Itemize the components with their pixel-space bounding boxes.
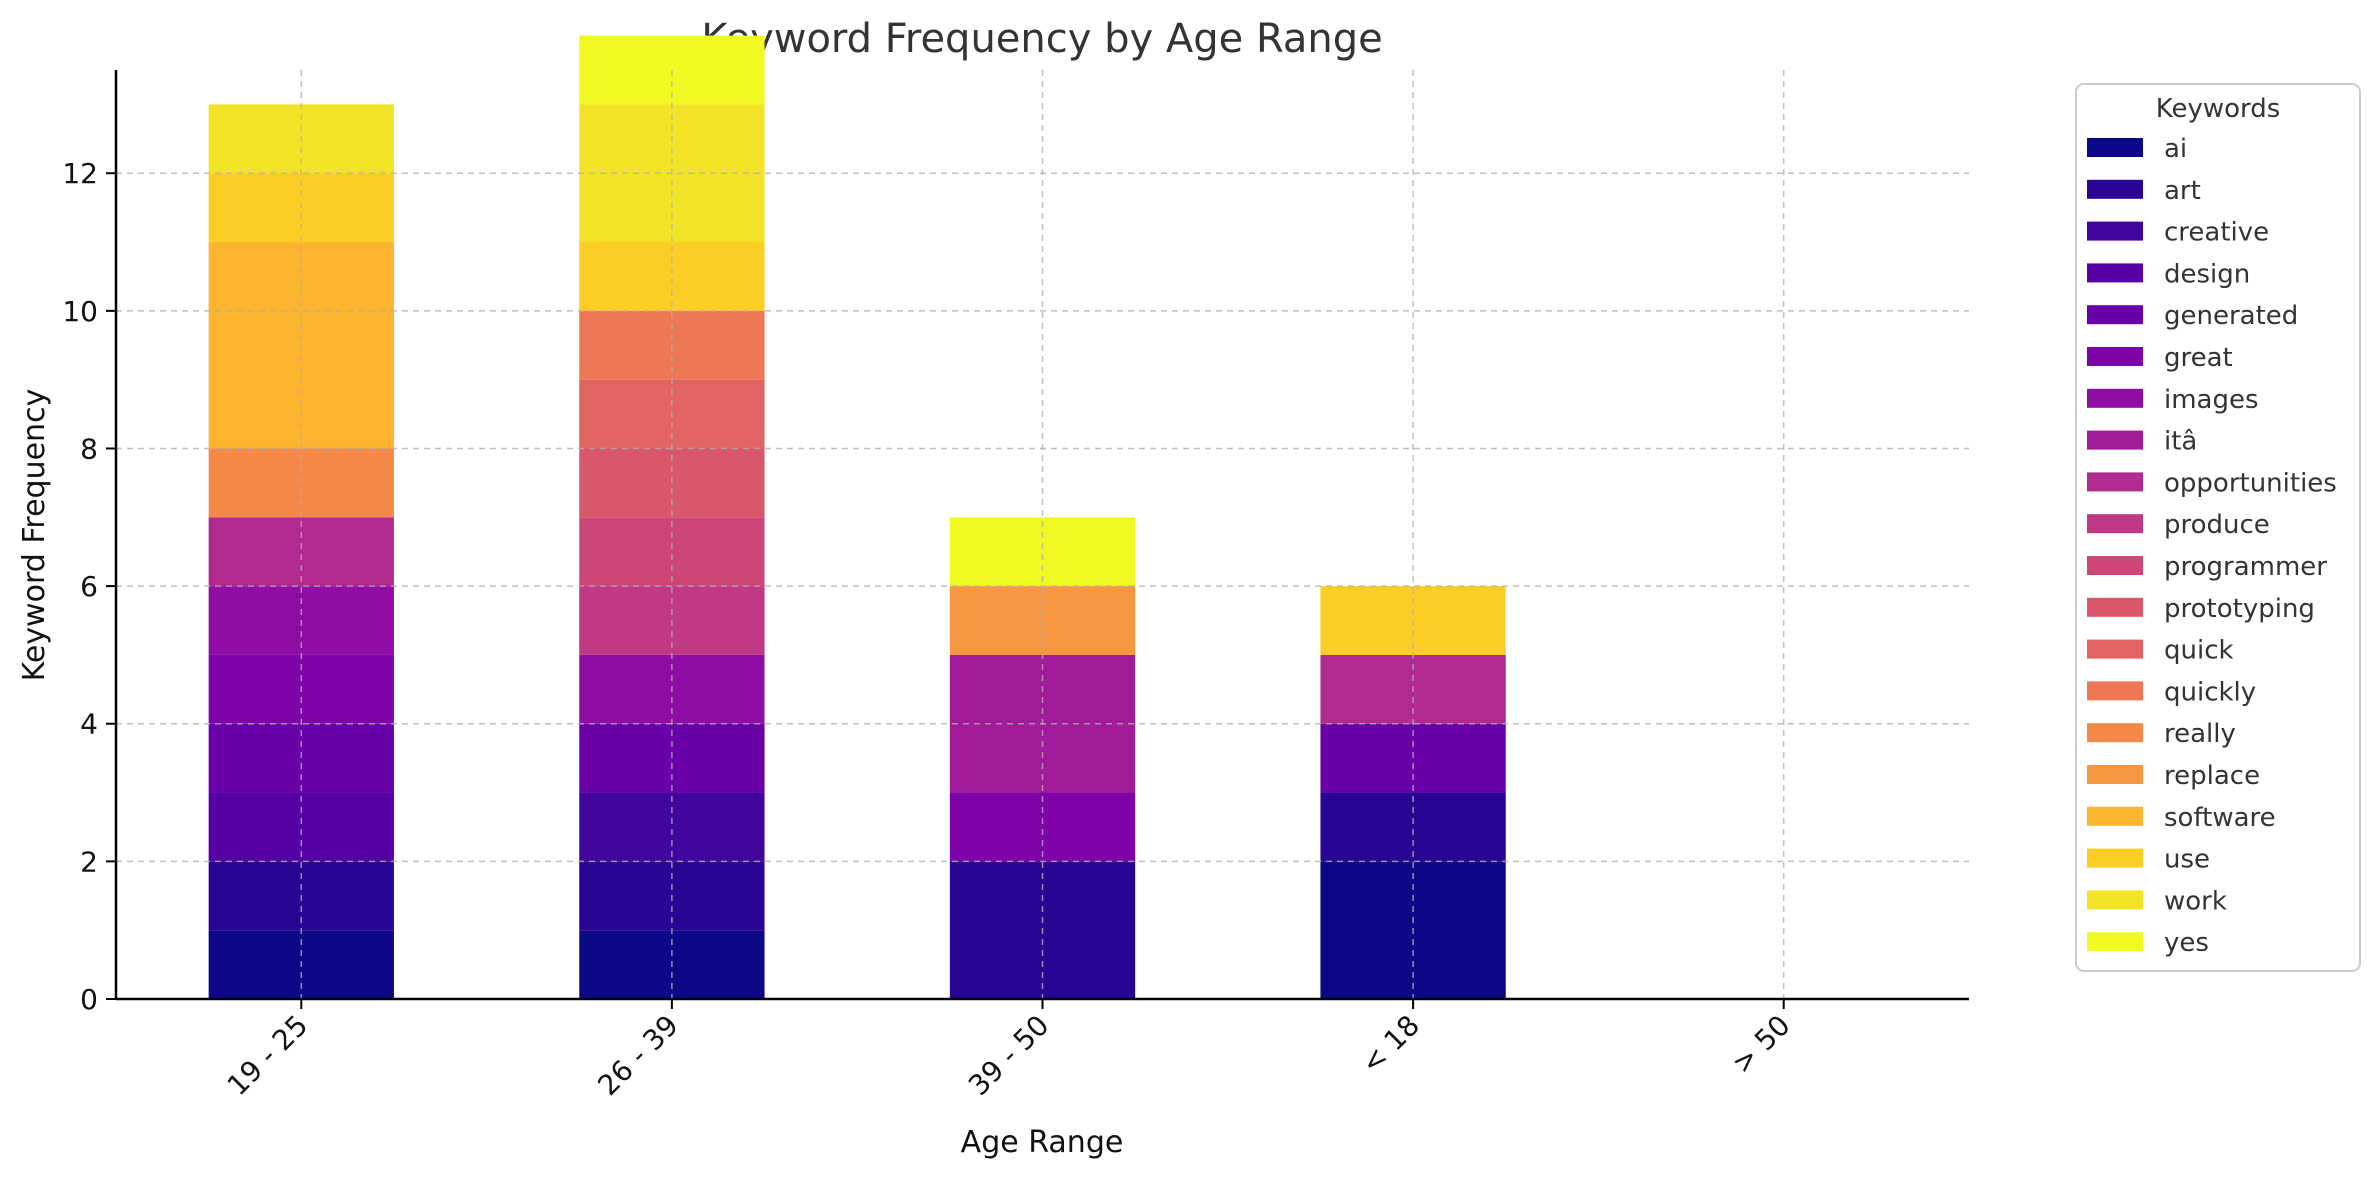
legend-label: programmer: [2164, 552, 2327, 582]
y-ticks: 0 2 4 6 8 10 12: [62, 157, 116, 1016]
legend-label: replace: [2164, 761, 2260, 791]
legend-label: design: [2164, 259, 2250, 289]
legend-box: [2075, 83, 2361, 972]
legend-swatch: [2087, 890, 2143, 910]
legend: Keywords ai art creative design generated gre…: [2075, 83, 2361, 972]
y-tick-label: 8: [80, 432, 98, 465]
legend-swatch: [2087, 263, 2143, 283]
legend-title: Keywords: [2156, 94, 2281, 124]
legend-label: yes: [2164, 928, 2209, 958]
legend-swatch: [2087, 305, 2143, 325]
legend-label: generated: [2164, 301, 2298, 331]
legend-swatch: [2087, 681, 2143, 701]
legend-swatch: [2087, 765, 2143, 784]
legend-label: use: [2164, 845, 2210, 875]
bar-segment: [208, 517, 394, 587]
legend-swatch: [2087, 639, 2143, 659]
legend-swatch: [2087, 556, 2143, 575]
y-tick-label: 2: [80, 845, 98, 878]
grid-lines: [116, 70, 1969, 999]
chart-title: Keyword Frequency by Age Range: [701, 16, 1383, 62]
y-tick-label: 4: [80, 708, 98, 741]
legend-swatch: [2087, 430, 2143, 450]
bar-segment: [579, 792, 765, 862]
legend-label: produce: [2164, 510, 2270, 540]
y-tick-label: 6: [80, 570, 98, 603]
legend-label: quick: [2164, 636, 2234, 666]
legend-label: work: [2164, 886, 2227, 916]
legend-label: art: [2164, 176, 2201, 206]
legend-label: itâ: [2164, 427, 2197, 457]
legend-swatch: [2087, 806, 2143, 826]
bar-segment: [579, 517, 765, 587]
legend-swatch: [2087, 221, 2143, 241]
bar-segment: [208, 792, 394, 862]
legend-swatch: [2087, 932, 2143, 952]
y-axis-label: Keyword Frequency: [17, 389, 52, 682]
legend-swatch: [2087, 347, 2143, 366]
y-tick-label: 12: [62, 157, 98, 190]
legend-swatch: [2087, 848, 2143, 868]
legend-label: ai: [2164, 134, 2187, 164]
legend-label: really: [2164, 719, 2236, 749]
bar-segment: [949, 792, 1136, 862]
legend-swatch: [2087, 179, 2143, 199]
legend-label: quickly: [2164, 677, 2256, 707]
legend-label: opportunities: [2164, 468, 2337, 498]
bar-segment: [949, 517, 1136, 587]
bar-segment: [1320, 792, 1506, 862]
legend-label: prototyping: [2164, 594, 2315, 624]
legend-swatch: [2087, 514, 2143, 534]
legend-swatch: [2087, 597, 2143, 617]
y-tick-label: 10: [62, 295, 98, 328]
legend-swatch: [2087, 138, 2143, 157]
legend-swatch: [2087, 388, 2143, 408]
legend-label: images: [2164, 385, 2259, 415]
legend-items: ai art creative design generated great images i…: [2087, 134, 2337, 958]
legend-label: software: [2164, 803, 2276, 833]
y-tick-label: 0: [80, 983, 98, 1016]
legend-swatch: [2087, 723, 2143, 743]
legend-label: great: [2164, 343, 2233, 373]
legend-swatch: [2087, 472, 2143, 492]
bar-segment: [579, 242, 765, 311]
x-axis-label: Age Range: [961, 1125, 1124, 1160]
legend-label: creative: [2164, 218, 2269, 248]
